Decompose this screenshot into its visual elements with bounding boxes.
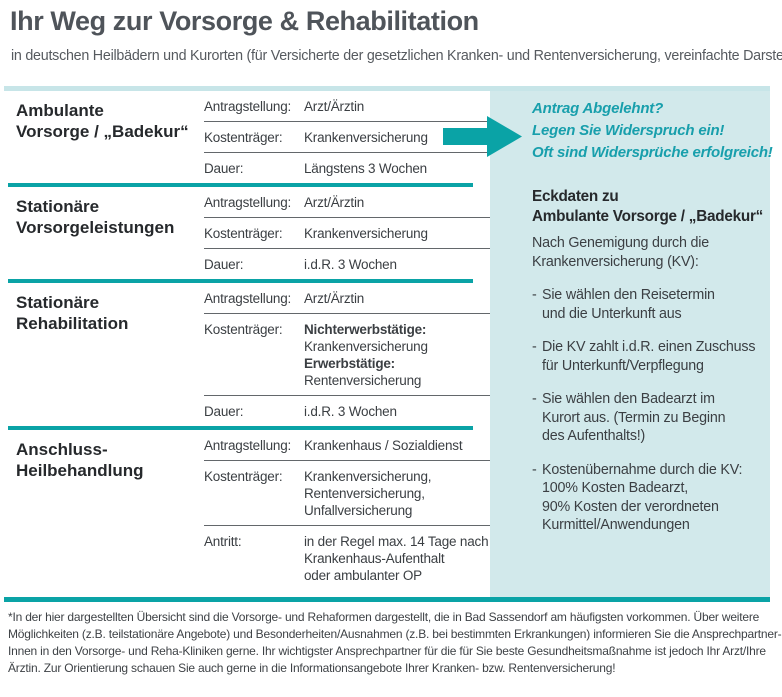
field-label: Antritt: <box>204 534 242 549</box>
row-title: Stationäre Rehabilitation <box>16 293 129 333</box>
bullet-marker: - <box>532 391 537 407</box>
row-fields: Antragstellung: Arzt/Ärztin Kostenträger… <box>204 283 490 426</box>
row-title: Ambulante Vorsorge / „Badekur“ <box>16 101 189 141</box>
field-label: Dauer: <box>204 161 244 176</box>
info-sidebar: Antrag Abgelehnt? Legen Sie Widerspruch … <box>490 91 773 597</box>
row-title: Anschluss- Heilbehandlung <box>16 440 144 480</box>
field-label: Kostenträger: <box>204 469 283 484</box>
bullet-zuschuss: - Die KV zahlt i.d.R. einen Zuschuss für… <box>532 339 756 374</box>
bullet-marker: - <box>532 339 537 355</box>
eckdaten-intro: Nach Genemigung durch die Krankenversich… <box>532 235 709 270</box>
field-label: Kostenträger: <box>204 130 283 145</box>
field-kostentraeger: Kostenträger: Krankenversicherung <box>204 121 490 152</box>
field-kostentraeger: Kostenträger: Krankenversicherung <box>204 217 490 248</box>
table-row-stationaere-rehabilitation: Stationäre Rehabilitation Antragstellung… <box>0 283 490 426</box>
field-label: Dauer: <box>204 404 244 419</box>
table-row-stationaere-vorsorge: Stationäre Vorsorgeleistungen Antragstel… <box>0 187 490 279</box>
field-dauer: Dauer: i.d.R. 3 Wochen <box>204 395 490 426</box>
field-antritt: Antritt: in der Regel max. 14 Tage nach … <box>204 525 490 590</box>
field-label: Antragstellung: <box>204 291 292 306</box>
field-dauer: Dauer: i.d.R. 3 Wochen <box>204 248 490 279</box>
row-fields: Antragstellung: Arzt/Ärztin Kostenträger… <box>204 187 490 279</box>
field-label: Kostenträger: <box>204 226 283 241</box>
bullet-reisetermin: - Sie wählen den Reisetermin und die Unt… <box>532 287 715 322</box>
bullet-marker: - <box>532 287 537 303</box>
overview-diagram: Ambulante Vorsorge / „Badekur“ Antragste… <box>0 91 773 597</box>
field-antragstellung: Antragstellung: Arzt/Ärztin <box>204 91 490 121</box>
row-title: Stationäre Vorsorgeleistungen <box>16 197 175 237</box>
right-arrow-icon <box>443 116 522 157</box>
top-divider <box>4 86 770 91</box>
care-types-table: Ambulante Vorsorge / „Badekur“ Antragste… <box>0 91 490 597</box>
field-label: Antragstellung: <box>204 195 292 210</box>
field-label: Antragstellung: <box>204 99 292 114</box>
field-label: Antragstellung: <box>204 438 292 453</box>
field-kostentraeger: Kostenträger: Krankenversicherung, Rente… <box>204 460 490 525</box>
field-value: in der Regel max. 14 Tage nach Krankenha… <box>304 534 489 583</box>
eckdaten-heading: Eckdaten zu Ambulante Vorsorge / „Badeku… <box>532 188 764 225</box>
bottom-divider <box>4 597 770 602</box>
field-label: Dauer: <box>204 257 244 272</box>
page-title: Ihr Weg zur Vorsorge & Rehabilitation <box>10 6 479 36</box>
page-subtitle: in deutschen Heilbädern und Kurorten (fü… <box>11 48 782 64</box>
field-value: Krankenversicherung <box>304 226 428 241</box>
table-row-ambulante-vorsorge: Ambulante Vorsorge / „Badekur“ Antragste… <box>0 91 490 183</box>
field-value: Krankenversicherung <box>304 130 428 145</box>
field-value: i.d.R. 3 Wochen <box>304 404 397 419</box>
row-fields: Antragstellung: Arzt/Ärztin Kostenträger… <box>204 91 490 183</box>
field-value: i.d.R. 3 Wochen <box>304 257 397 272</box>
field-antragstellung: Antragstellung: Krankenhaus / Sozialdien… <box>204 430 490 460</box>
bullet-kostenuebernahme: - Kostenübernahme durch die KV: 100% Kos… <box>532 461 743 534</box>
field-value: Arzt/Ärztin <box>304 99 365 114</box>
field-value: Längstens 3 Wochen <box>304 161 427 176</box>
row-separator <box>8 183 473 187</box>
field-value: Arzt/Ärztin <box>304 291 365 306</box>
footnote: *In der hier dargestellten Übersicht sin… <box>8 610 782 675</box>
bullet-marker: - <box>532 461 537 478</box>
row-fields: Antragstellung: Krankenhaus / Sozialdien… <box>204 430 490 590</box>
field-value: Nichterwerbstätige: Krankenversicherung … <box>304 322 428 388</box>
field-label: Kostenträger: <box>204 322 283 337</box>
field-dauer: Dauer: Längstens 3 Wochen <box>204 152 490 183</box>
row-separator <box>8 279 473 283</box>
field-value: Arzt/Ärztin <box>304 195 365 210</box>
field-value: Krankenversicherung, Rentenversicherung,… <box>304 469 432 518</box>
widerspruch-alert: Antrag Abgelehnt? Legen Sie Widerspruch … <box>532 100 773 161</box>
field-value: Krankenhaus / Sozialdienst <box>304 438 463 453</box>
row-separator <box>8 426 473 430</box>
bullet-badearzt: - Sie wählen den Badearzt im Kurort aus.… <box>532 391 726 444</box>
field-antragstellung: Antragstellung: Arzt/Ärztin <box>204 187 490 217</box>
field-antragstellung: Antragstellung: Arzt/Ärztin <box>204 283 490 313</box>
field-kostentraeger: Kostenträger: Nichterwerbstätige: Kranke… <box>204 313 490 395</box>
table-row-anschluss-heilbehandlung: Anschluss- Heilbehandlung Antragstellung… <box>0 430 490 590</box>
